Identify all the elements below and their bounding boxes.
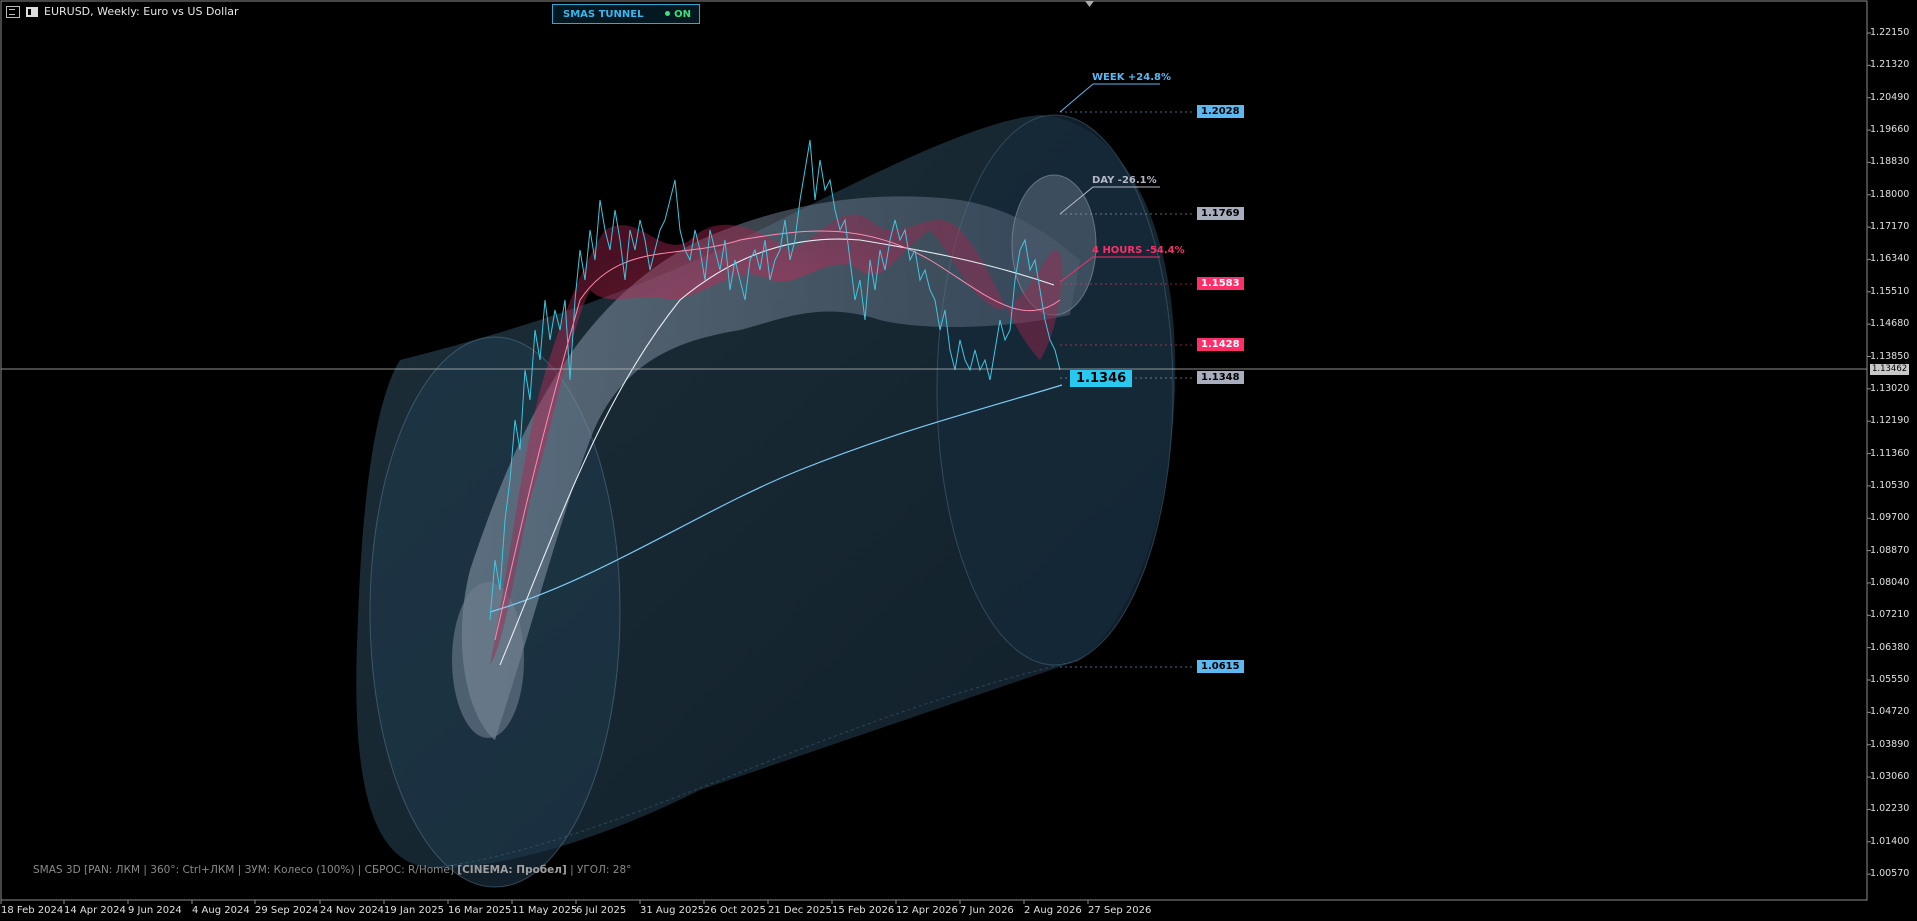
time-axis-label: 15 Feb 2026 (832, 905, 895, 916)
four-hour-tunnel-label: 4 HOURS -54.4% (1092, 245, 1185, 256)
time-axis-label: 11 May 2025 (512, 905, 578, 916)
time-axis-label: 7 Jun 2026 (960, 905, 1014, 916)
help-suffix: | УГОЛ: 28° (570, 864, 632, 876)
price-axis-label: 1.21320 (1870, 59, 1910, 71)
price-axis-label: 1.00570 (1870, 868, 1910, 880)
price-axis-label: 1.09700 (1870, 512, 1910, 524)
label-connectors (1059, 83, 1160, 283)
time-axis-label: 24 Nov 2024 (320, 905, 385, 916)
price-axis-label: 1.08870 (1870, 544, 1910, 556)
current-price-label: 1.13462 (1870, 364, 1910, 375)
chart-type-icon[interactable] (26, 6, 38, 17)
price-tag-day-top: 1.1769 (1197, 207, 1244, 220)
price-axis-label: 1.16340 (1870, 253, 1910, 265)
price-tag-4h-top: 1.1583 (1197, 277, 1244, 290)
price-axis-label: 1.10530 (1870, 479, 1910, 491)
price-axis-label: 1.13020 (1870, 382, 1910, 394)
price-axis-label: 1.15510 (1870, 285, 1910, 297)
time-axis-label: 21 Dec 2025 (768, 905, 832, 916)
four-hour-sma-line (494, 230, 1061, 641)
time-axis-label: 29 Sep 2024 (255, 905, 319, 916)
price-axis-label: 1.12190 (1870, 415, 1910, 427)
price-axis-ticks (1867, 32, 1871, 875)
price-axis-label: 1.18830 (1870, 156, 1910, 168)
toggle-state: ON (665, 9, 691, 20)
price-axis-label: 1.04720 (1870, 706, 1910, 718)
price-tag-week-bottom: 1.0615 (1197, 660, 1244, 673)
price-axis-label: 1.14680 (1870, 318, 1910, 330)
price-axis-label: 1.22150 (1870, 27, 1910, 38)
time-axis-label: 27 Sep 2026 (1088, 905, 1152, 916)
price-axis-label: 1.05550 (1870, 674, 1910, 685)
price-axis-label: 1.17170 (1870, 221, 1910, 233)
price-axis-label: 1.20490 (1870, 91, 1910, 103)
price-axis-label: 1.13850 (1870, 350, 1910, 362)
day-tunnel (452, 174, 1097, 741)
price-tag-4h-bottom: 1.1428 (1197, 338, 1244, 351)
price-tag-day-bottom: 1.1348 (1197, 371, 1244, 384)
time-axis-label: 6 Jul 2025 (576, 905, 627, 916)
week-tunnel-label: WEEK +24.8% (1092, 72, 1171, 83)
toggle-state-text: ON (674, 8, 691, 20)
smas-tunnel-toggle[interactable]: SMAS TUNNEL ON (552, 4, 700, 24)
time-axis-label: 18 Feb 2024 (1, 905, 64, 916)
controls-help-text: SMAS 3D [PAN: ЛКМ | 360°: Ctrl+ЛКМ | ЗУМ… (33, 864, 631, 876)
price-axis-label: 1.02230 (1870, 803, 1910, 815)
time-axis-label: 2 Aug 2026 (1024, 905, 1082, 916)
price-axis-label: 1.08040 (1870, 576, 1910, 588)
scroll-marker-icon[interactable] (1085, 1, 1094, 7)
status-dot-icon (665, 11, 671, 16)
price-axis-label: 1.11360 (1870, 447, 1910, 459)
chart-menu-icon[interactable] (6, 5, 20, 18)
bid-price-tag: 1.1346 (1070, 370, 1133, 387)
chart-header: EURUSD, Weekly: Euro vs US Dollar (6, 5, 239, 18)
price-series (489, 139, 1061, 621)
price-axis-label: 1.18000 (1870, 188, 1910, 200)
toggle-label: SMAS TUNNEL (563, 8, 644, 20)
time-axis-label: 4 Aug 2024 (192, 905, 250, 916)
price-axis-label: 1.19660 (1870, 124, 1910, 136)
price-tag-week-top: 1.2028 (1197, 105, 1244, 118)
price-axis-label: 1.06380 (1870, 641, 1910, 653)
price-axis-label: 1.07210 (1870, 609, 1910, 621)
time-axis-label: 19 Jan 2025 (384, 905, 444, 916)
week-sma-line (489, 384, 1063, 613)
help-cinema: [CINEMA: Пробел] (457, 864, 567, 876)
day-tunnel-label: DAY -26.1% (1092, 175, 1157, 186)
symbol-title: EURUSD, Weekly: Euro vs US Dollar (44, 5, 239, 18)
time-axis-label: 14 Apr 2024 (64, 905, 126, 916)
time-axis-label: 16 Mar 2025 (448, 905, 512, 916)
time-axis-label: 9 Jun 2024 (128, 905, 182, 916)
time-axis-label: 12 Apr 2026 (896, 905, 958, 916)
time-axis-label: 31 Aug 2025 (640, 905, 705, 916)
time-axis-label: 26 Oct 2025 (704, 905, 766, 916)
price-axis-label: 1.03060 (1870, 771, 1910, 783)
time-axis-ticks (0, 900, 1089, 904)
price-axis-label: 1.01400 (1870, 835, 1910, 847)
help-prefix: SMAS 3D [PAN: ЛКМ | 360°: Ctrl+ЛКМ | ЗУМ… (33, 864, 454, 876)
price-axis-label: 1.03890 (1870, 738, 1910, 750)
